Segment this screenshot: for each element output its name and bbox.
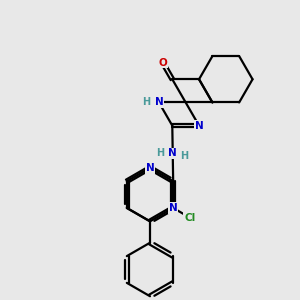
Text: H: H (142, 98, 151, 107)
Text: H: H (181, 152, 189, 161)
Text: N: N (168, 148, 177, 158)
Text: O: O (158, 58, 167, 68)
Text: N: N (195, 121, 203, 130)
Text: N: N (154, 98, 163, 107)
Text: Cl: Cl (184, 213, 196, 223)
Text: H: H (156, 148, 164, 158)
Text: N: N (169, 203, 178, 213)
Text: N: N (146, 163, 154, 173)
